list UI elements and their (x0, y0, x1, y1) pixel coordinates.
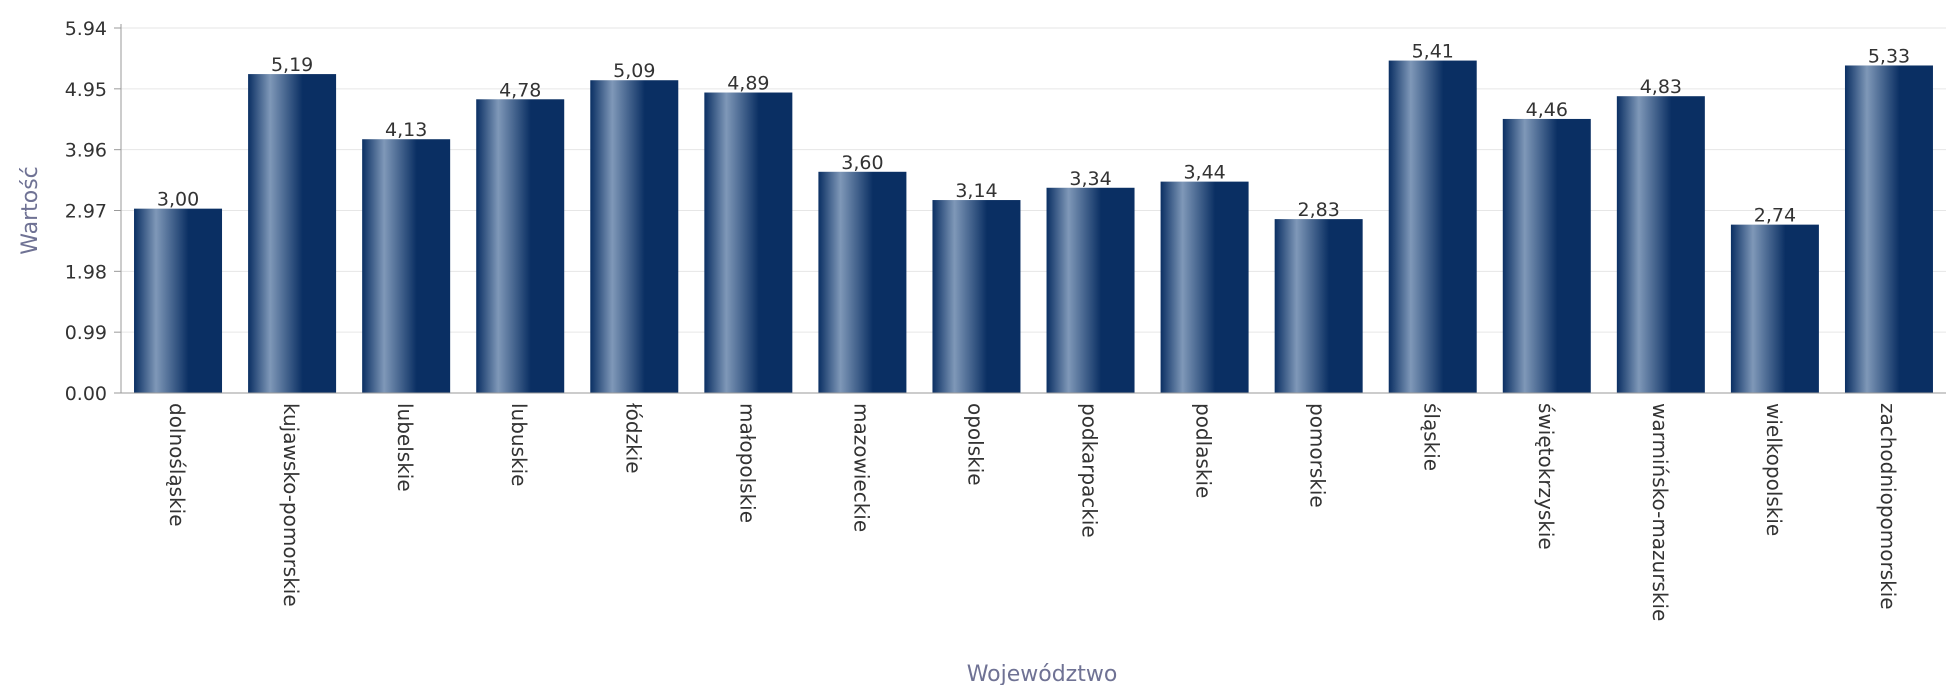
x-tick-label: łódzkie (621, 403, 645, 474)
x-tick-label: dolnośląskie (165, 403, 189, 527)
bar (1730, 224, 1819, 393)
bar (932, 200, 1021, 393)
bar (362, 139, 451, 393)
y-tick-label: 2.97 (65, 201, 107, 223)
x-tick-label: pomorskie (1306, 403, 1330, 508)
data-label: 5,09 (613, 60, 655, 82)
bar (248, 74, 337, 393)
data-label: 3,44 (1183, 162, 1225, 184)
y-tick-label: 1.98 (65, 261, 107, 283)
bar (1046, 187, 1135, 393)
data-label: 4,78 (499, 79, 541, 101)
bar (1844, 65, 1933, 394)
x-tick-label: zachodniopomorskie (1876, 403, 1900, 610)
x-tick-label: podkarpackie (1078, 403, 1102, 538)
data-label: 5,41 (1412, 41, 1454, 63)
x-tick-label: małopolskie (735, 403, 759, 523)
x-tick-label: podlaskie (1192, 403, 1216, 498)
y-tick-label: 5.94 (65, 18, 107, 40)
x-tick-label: lubuskie (507, 403, 531, 486)
y-tick-label: 3.96 (65, 140, 107, 162)
data-label: 5,33 (1868, 45, 1910, 67)
bar (1502, 118, 1591, 394)
bar (134, 208, 223, 393)
x-tick-label: śląskie (1420, 403, 1444, 471)
y-tick-label: 4.95 (65, 79, 107, 101)
data-label: 2,74 (1754, 205, 1796, 227)
axes (114, 24, 1946, 394)
x-tick-label: świętokrzyskie (1534, 403, 1558, 550)
data-label: 3,34 (1069, 168, 1111, 190)
x-axis-title: Województwo (967, 662, 1118, 685)
data-label: 4,46 (1526, 99, 1568, 121)
bar (704, 92, 793, 393)
bar (1160, 181, 1249, 393)
data-label: 3,60 (841, 152, 883, 174)
data-label: 4,83 (1640, 76, 1682, 98)
data-label: 4,13 (385, 119, 427, 141)
y-tick-label: 0.00 (65, 383, 107, 405)
x-tick-label: opolskie (963, 403, 987, 486)
bar (1388, 60, 1477, 393)
x-tick-label: lubelskie (393, 403, 417, 492)
bars (134, 60, 1933, 394)
data-label: 4,89 (727, 73, 769, 95)
data-label: 3,14 (955, 180, 997, 202)
x-tick-label: mazowieckie (849, 403, 873, 532)
x-tick-label: wielkopolskie (1762, 403, 1786, 536)
bar (818, 171, 907, 393)
data-label: 3,00 (157, 189, 199, 211)
x-tick-label: warmińsko-mazurskie (1648, 403, 1672, 621)
bar (1274, 219, 1363, 393)
bar (590, 80, 679, 393)
labels: 0.00 0.99 1.98 2.97 3.96 4.95 5.94 3,00 dolnoślą… (65, 18, 1910, 621)
data-label: 2,83 (1298, 199, 1340, 221)
data-label: 5,19 (271, 54, 313, 76)
y-tick-label: 0.99 (65, 322, 107, 344)
bar (476, 99, 565, 393)
y-axis-title: Wartość (18, 166, 43, 255)
x-tick-label: kujawsko-pomorskie (279, 403, 303, 607)
bar (1616, 96, 1705, 394)
